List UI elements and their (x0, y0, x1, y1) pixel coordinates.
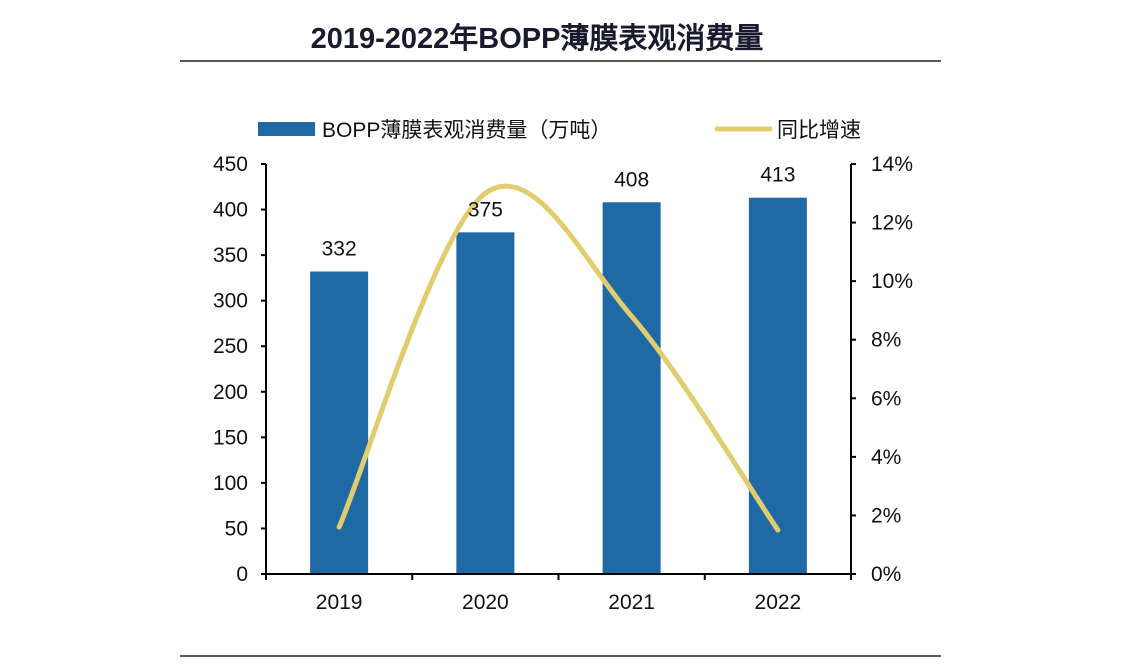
left-tick-label: 300 (213, 290, 248, 313)
right-tick-label: 0% (871, 563, 901, 586)
left-tick-label: 250 (213, 335, 248, 358)
left-tick-label: 200 (213, 381, 248, 404)
x-tick-label: 2022 (755, 591, 802, 614)
right-tick-label: 4% (871, 446, 901, 469)
bar-2021 (602, 202, 661, 574)
left-tick-label: 350 (213, 244, 248, 267)
data-label-2022: 413 (760, 164, 795, 187)
right-tick-label: 12% (871, 212, 913, 235)
data-label-2019: 332 (322, 238, 357, 261)
legend-bar-swatch (258, 122, 315, 136)
data-label-2020: 375 (468, 198, 503, 221)
bar-2022 (748, 197, 807, 574)
x-tick-label: 2019 (316, 591, 363, 614)
left-tick-label: 450 (213, 153, 248, 176)
chart-title: 2019-2022年BOPP薄膜表观消费量 (311, 21, 764, 55)
right-tick-label: 2% (871, 504, 901, 527)
right-tick-label: 6% (871, 387, 901, 410)
legend-line-label: 同比增速 (777, 119, 861, 142)
x-tick-label: 2020 (462, 591, 509, 614)
legend: BOPP薄膜表观消费量（万吨） 同比增速 (258, 119, 861, 142)
left-tick-label: 400 (213, 199, 248, 222)
right-tick-label: 10% (871, 270, 913, 293)
x-tick-label: 2021 (608, 591, 655, 614)
legend-bar-label: BOPP薄膜表观消费量（万吨） (322, 119, 611, 142)
right-tick-label: 8% (871, 329, 901, 352)
data-label-2021: 408 (614, 168, 649, 191)
left-tick-label: 50 (225, 517, 248, 540)
right-tick-label: 14% (871, 153, 913, 176)
left-tick-label: 150 (213, 426, 248, 449)
bar-2020 (456, 232, 515, 575)
left-tick-label: 100 (213, 472, 248, 495)
left-tick-label: 0 (236, 563, 248, 586)
growth-rate-line (336, 183, 781, 533)
